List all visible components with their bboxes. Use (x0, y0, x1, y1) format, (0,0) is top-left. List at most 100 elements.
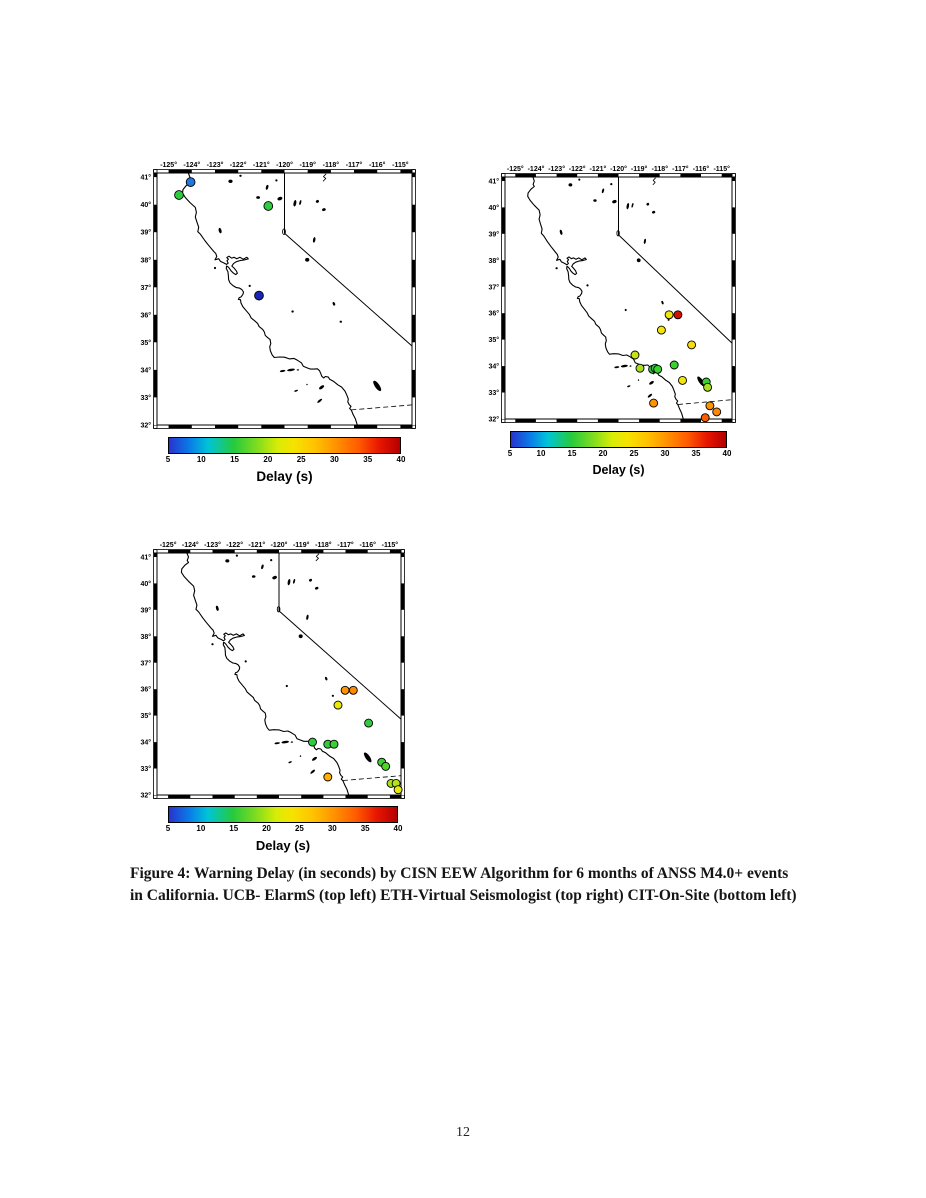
event-dot (673, 310, 683, 320)
colorbar-tick-label: 10 (196, 824, 206, 833)
lake-shape (256, 196, 260, 199)
lon-tick-label: -118° (323, 161, 340, 169)
colorbar-tick-label: 15 (229, 824, 239, 833)
lat-tick-label: 40° (141, 201, 152, 209)
lake-shape (646, 202, 650, 206)
lat-tick-label: 41° (141, 554, 152, 562)
colorbar-ticks: 5 10 15 20 25 30 35 40 (166, 824, 403, 835)
lon-tick-label: -125° (160, 161, 177, 169)
lat-tick-label: 35° (489, 336, 500, 344)
lake-shape (288, 761, 292, 764)
lake-shape (296, 369, 300, 371)
tiny-lake (211, 643, 214, 646)
colorbar-elarms: 5 10 15 20 25 30 35 40 Delay (s) (166, 437, 405, 484)
lon-tick-label: -118° (315, 541, 332, 549)
lat-tick-label: 41° (141, 174, 152, 182)
colorbar-gradient (510, 431, 727, 448)
colorbar-label: Delay (s) (256, 469, 313, 484)
event-dot (263, 201, 274, 211)
lake-shape (287, 578, 291, 586)
river-squiggle (322, 173, 327, 182)
mexico-border-dashed (351, 404, 413, 411)
axis-labels: -125° -124° -123° -122° -121° -120° -119° -118°… (489, 165, 731, 423)
lat-tick-label: 36° (489, 310, 500, 318)
lake-shape (274, 742, 280, 745)
lake-shape (228, 179, 233, 183)
lat-tick-label: 40° (489, 204, 500, 212)
nevada-border (278, 553, 402, 720)
tiny-lake (610, 183, 613, 186)
event-dot (630, 350, 640, 360)
lake-shape (305, 257, 310, 262)
lake-shape (235, 554, 238, 557)
map-frame (153, 169, 416, 429)
lake-shape (290, 741, 293, 743)
event-dot (653, 364, 663, 374)
tiny-lake (213, 266, 217, 270)
event-dot (381, 761, 391, 771)
colorbar-label: Delay (s) (255, 838, 311, 853)
lat-tick-label: 37° (141, 284, 152, 292)
figure-caption-line-2: in California. UCB- ElarmS (top left) ET… (130, 886, 797, 904)
colorbar-tick-label: 5 (507, 449, 513, 458)
lon-tick-label: -122° (230, 161, 247, 169)
lake-shape (294, 389, 298, 392)
data-points (630, 310, 722, 423)
tiny-lake (586, 284, 589, 287)
lon-tick-label: -124° (183, 161, 200, 169)
lon-tick-label: -122° (569, 165, 586, 173)
event-dot (348, 685, 358, 695)
lon-tick-label: -116° (359, 541, 376, 549)
lake-shape (276, 606, 281, 613)
lat-tick-label: 34° (141, 739, 152, 747)
colorbar-on-site: 5 10 15 20 25 30 35 40 Delay (s) (166, 806, 403, 853)
event-dot (656, 325, 666, 335)
event-dot (393, 785, 403, 795)
tiny-lake (275, 179, 278, 182)
lat-tick-label: 33° (141, 765, 152, 773)
lon-tick-label: -115° (382, 541, 399, 549)
colorbar-tick-label: 20 (263, 455, 273, 464)
lon-tick-label: -117° (346, 161, 363, 169)
lake-shape (314, 586, 319, 590)
lon-tick-label: -120° (271, 541, 288, 549)
lon-tick-label: -120° (610, 165, 627, 173)
nevada-border (284, 173, 413, 347)
lake-shape (277, 196, 283, 201)
axis-labels: -125° -124° -123° -122° -121° -120° -119° -118°… (141, 541, 399, 799)
event-dot (678, 375, 687, 385)
lake-shape (339, 320, 342, 323)
mexico-border-dashed (342, 775, 402, 781)
lon-tick-label: -123° (548, 165, 565, 173)
map-elarms: -125° -124° -123° -122° -121° -120° -119° -118°… (133, 157, 418, 436)
lat-tick-label: 40° (141, 580, 152, 588)
lat-tick-label: 32° (141, 792, 152, 800)
colorbar-tick-label: 20 (262, 824, 272, 833)
lon-tick-label: -124° (182, 541, 199, 549)
lake-shape (568, 183, 573, 187)
colorbar-tick-label: 15 (567, 449, 577, 458)
lake-shape (218, 227, 222, 234)
lake-shape (332, 301, 336, 306)
basemap (181, 172, 413, 426)
lake-shape (322, 208, 326, 212)
lake-shape (281, 740, 289, 744)
lake-shape (612, 199, 617, 204)
lat-tick-label: 32° (141, 422, 152, 430)
event-dot (308, 737, 317, 747)
map-canvas-on-site: -125° -124° -123° -122° -121° -120° -119° -118°… (141, 541, 405, 800)
colorbar-tick-label: 10 (196, 455, 206, 464)
lon-tick-label: -119° (299, 161, 316, 169)
lake-shape (373, 380, 382, 392)
colorbar-tick-label: 25 (629, 449, 639, 458)
lon-tick-label: -115° (392, 161, 409, 169)
colorbar-tick-label: 30 (327, 824, 337, 833)
lat-tick-label: 37° (141, 659, 152, 667)
lake-shape (293, 200, 297, 207)
lake-shape (627, 385, 631, 388)
lat-tick-label: 35° (141, 339, 152, 347)
event-dot (687, 340, 697, 350)
lon-tick-label: -116° (693, 165, 710, 173)
event-dot (174, 190, 184, 200)
